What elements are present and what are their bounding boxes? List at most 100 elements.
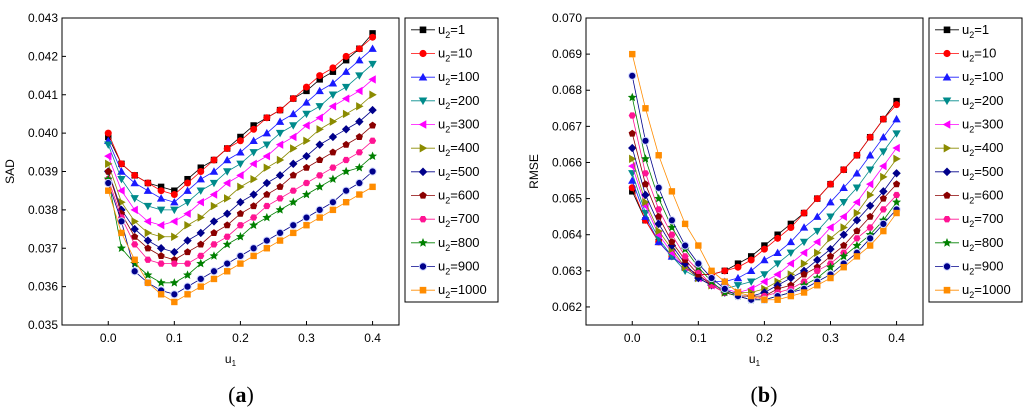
data-point (667, 222, 677, 232)
data-point (893, 97, 900, 105)
data-point (263, 190, 271, 198)
data-point (289, 122, 298, 130)
data-point (170, 260, 178, 267)
data-point (852, 216, 862, 225)
data-point (130, 258, 140, 268)
data-point (879, 132, 888, 141)
y-tick-label: 0.040 (28, 126, 58, 140)
legend-label: u2=1 (962, 22, 989, 40)
y-tick-label: 0.067 (552, 119, 582, 133)
data-point (131, 171, 139, 179)
data-point (629, 154, 637, 164)
data-point (694, 259, 703, 268)
data-point (773, 260, 782, 268)
data-point (368, 75, 376, 84)
data-point (223, 268, 231, 275)
data-point (290, 144, 298, 153)
data-point (170, 247, 179, 257)
data-point (655, 206, 663, 213)
data-point (879, 161, 887, 171)
data-point (642, 105, 649, 112)
data-point (302, 110, 311, 119)
data-point (800, 259, 809, 268)
data-point (130, 178, 139, 187)
data-point (892, 130, 901, 138)
data-point (250, 202, 258, 210)
data-point (196, 274, 205, 284)
data-point (289, 132, 297, 142)
data-point (210, 241, 218, 248)
data-point (302, 179, 311, 187)
data-point (866, 242, 874, 249)
data-point (183, 186, 192, 194)
data-point (774, 296, 781, 303)
data-point (814, 282, 821, 289)
data-point (236, 171, 244, 180)
data-point (170, 198, 179, 206)
legend-label: u2=900 (962, 259, 1004, 277)
data-point (733, 273, 743, 282)
data-point (183, 282, 192, 291)
legend-marker (942, 120, 951, 129)
data-point (786, 259, 795, 268)
data-point (628, 129, 636, 137)
y-tick-label: 0.066 (552, 155, 582, 169)
data-point (237, 182, 245, 192)
data-point (879, 148, 888, 156)
data-point (328, 102, 337, 111)
legend-marker (942, 262, 952, 271)
legend-label: u2=800 (962, 235, 1004, 253)
data-point (866, 133, 874, 141)
data-point (879, 115, 887, 123)
data-point (787, 292, 795, 300)
data-point (827, 274, 834, 282)
data-point (143, 236, 153, 245)
data-point (236, 160, 245, 169)
legend-marker (943, 191, 951, 199)
y-tick-label: 0.064 (552, 228, 582, 242)
legend-marker (943, 143, 952, 153)
data-point (866, 212, 874, 220)
data-point (223, 221, 231, 229)
data-point (733, 282, 743, 290)
data-point (262, 212, 272, 222)
legend-marker (942, 97, 952, 106)
data-point (171, 232, 179, 241)
legend-marker (418, 97, 428, 106)
data-point (800, 289, 808, 296)
data-point (170, 290, 179, 299)
data-point (668, 238, 676, 246)
data-point (289, 221, 298, 230)
data-point (117, 160, 125, 168)
data-point (747, 256, 755, 264)
data-point (262, 178, 272, 188)
data-point (826, 252, 835, 260)
data-point (839, 251, 849, 261)
data-point (329, 117, 338, 126)
data-point (865, 179, 874, 189)
data-point (628, 143, 637, 153)
legend-label: u2=100 (962, 69, 1004, 87)
legend-label: u2=700 (962, 211, 1004, 229)
data-point (329, 148, 337, 156)
data-point (197, 164, 204, 171)
y-tick-label: 0.038 (28, 203, 58, 217)
data-point (641, 136, 650, 145)
data-point (342, 140, 350, 148)
legend: u2=1 u2=10 u2=100 u2=200 u2=300 u2=400 u2=500 u… (928, 17, 1023, 303)
data-point (316, 156, 324, 164)
data-point (853, 151, 861, 159)
plot-frame (585, 17, 924, 326)
y-tick-label: 0.043 (28, 11, 58, 25)
y-tick-label: 0.039 (28, 165, 58, 179)
data-point (143, 270, 153, 279)
data-point (760, 255, 769, 264)
data-point (130, 195, 139, 203)
data-point (118, 198, 126, 207)
data-point (681, 220, 689, 228)
data-point (117, 175, 126, 184)
data-point (813, 255, 822, 265)
data-point (355, 86, 363, 96)
y-tick-label: 0.035 (28, 318, 58, 332)
data-point (130, 224, 139, 234)
